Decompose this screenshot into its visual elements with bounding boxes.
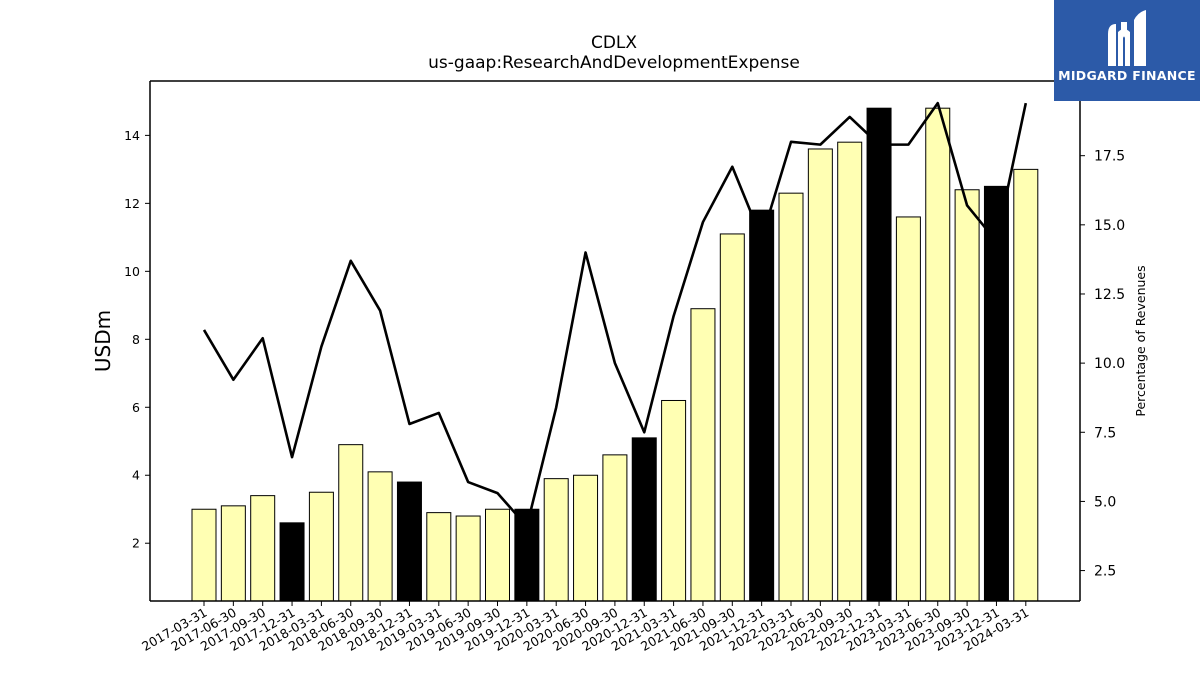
bar [925, 107, 951, 602]
chart-title: CDLX [591, 33, 637, 53]
bar [308, 491, 334, 602]
y-tick-label-left: 14 [124, 128, 140, 143]
bar [250, 495, 276, 602]
bar [866, 107, 892, 602]
brand-name: MIDGARD FINANCE [1058, 68, 1196, 83]
bar [749, 209, 775, 602]
chart-subtitle: us-gaap:ResearchAndDevelopmentExpense [428, 53, 800, 73]
bar [661, 399, 687, 602]
brand-logo: MIDGARD FINANCE [1054, 0, 1200, 101]
y-axis-label-right: Percentage of Revenues [1133, 265, 1148, 416]
y-tick-label-right: 17.5 [1094, 149, 1125, 165]
y-tick-label-right: 15.0 [1094, 218, 1125, 234]
y-tick-label-right: 10.0 [1094, 356, 1125, 372]
midgard-finance-logo-icon [1108, 10, 1146, 66]
bar [690, 308, 716, 602]
bar [983, 185, 1009, 602]
bar-series [191, 107, 1039, 602]
bar [778, 192, 804, 602]
bar [1013, 168, 1039, 602]
bar [279, 522, 305, 602]
bar [543, 478, 569, 602]
y-tick-label-left: 12 [124, 196, 140, 211]
bar [338, 444, 364, 602]
bar [220, 505, 246, 602]
y-tick-label-left: 10 [124, 264, 140, 279]
bar [631, 437, 657, 602]
bar [954, 189, 980, 602]
y-axis-label-left: USDm [91, 310, 115, 372]
y-tick-label-right: 5.0 [1094, 494, 1116, 510]
bar [191, 508, 217, 602]
bar [807, 148, 833, 602]
line-series [202, 101, 1028, 528]
y-tick-label-left: 8 [132, 332, 140, 347]
y-tick-label-left: 4 [132, 468, 140, 483]
bar [895, 216, 921, 602]
bar [396, 481, 422, 602]
bar [837, 141, 863, 602]
bar [426, 512, 452, 602]
y-tick-label-right: 12.5 [1094, 287, 1125, 303]
bar [573, 474, 599, 602]
y-tick-label-left: 2 [132, 536, 140, 551]
line-series-layer [202, 101, 1028, 528]
bar [602, 454, 628, 602]
bar [485, 508, 510, 602]
bar [367, 471, 393, 602]
bar [455, 515, 481, 602]
y-tick-label-right: 7.5 [1094, 425, 1116, 441]
bar [719, 233, 745, 602]
y-tick-label-right: 2.5 [1094, 564, 1116, 580]
y-tick-label-left: 6 [132, 400, 140, 415]
